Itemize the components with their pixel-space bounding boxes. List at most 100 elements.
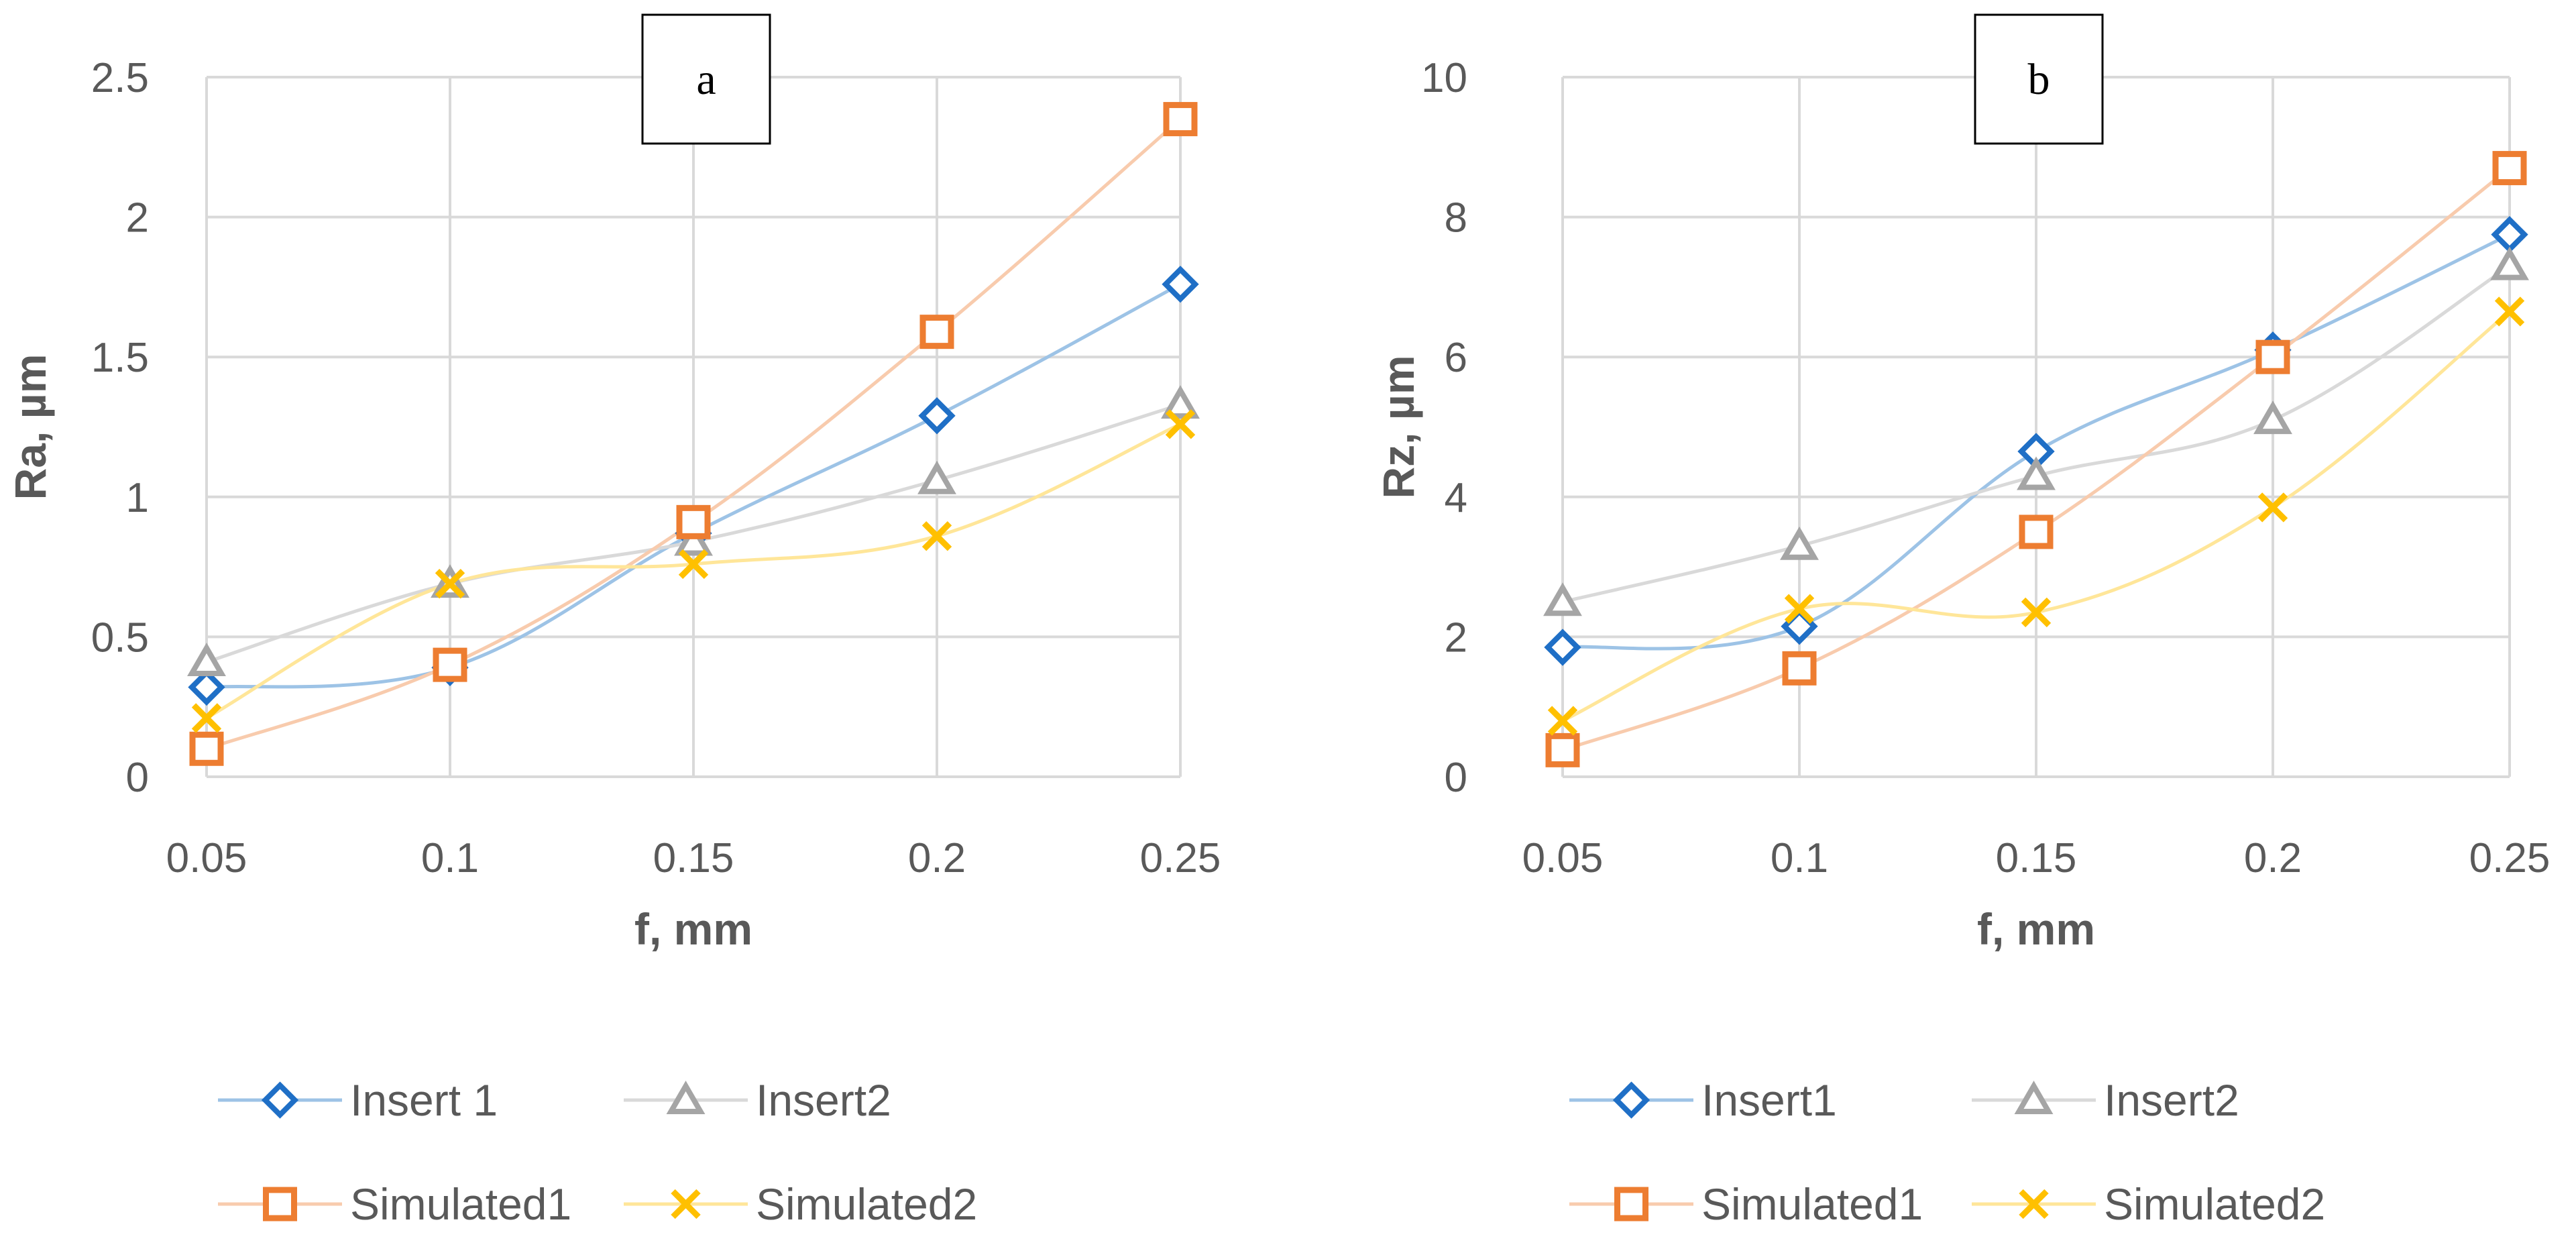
legend-marker — [1612, 1081, 1650, 1119]
legend-marker — [1614, 1187, 1648, 1221]
legend-marker — [671, 1189, 701, 1219]
legend-marker — [261, 1081, 299, 1119]
y-tick-label: 2.5 — [91, 55, 149, 101]
legend-item: Simulated1 — [218, 1179, 571, 1229]
y-axis-title: Rz, µm — [1374, 355, 1423, 498]
data-point — [189, 731, 224, 766]
data-point — [1545, 732, 1580, 767]
legend-label: Insert1 — [1701, 1075, 1837, 1125]
data-point — [674, 522, 713, 556]
legend-item: Insert 1 — [218, 1075, 498, 1125]
data-point — [2017, 456, 2056, 490]
panel-label-box: b — [1974, 13, 2104, 145]
legend: Insert 1 Insert2 Simulated1 Simulated2 — [218, 1075, 977, 1229]
chart-panel-b: 0 2 4 6 8 10 0.05 0.1 0.15 0.2 0.25 f, m… — [1374, 13, 2551, 1229]
data-point — [2255, 339, 2290, 374]
legend-label: Insert2 — [756, 1075, 891, 1125]
data-point — [1162, 266, 1199, 303]
y-tick-label: 0 — [1445, 755, 1467, 801]
x-axis-title: f, mm — [634, 904, 752, 954]
legend-marker — [2019, 1189, 2049, 1219]
y-tick-label: 8 — [1445, 195, 1467, 241]
series-layer — [1543, 151, 2529, 767]
legend-label: Simulated2 — [756, 1179, 977, 1229]
legend: Insert1 Insert2 Simulated1 Simulated2 — [1569, 1075, 2325, 1229]
data-point — [435, 568, 465, 599]
x-tick-label: 0.05 — [1522, 835, 1604, 881]
y-tick-label: 1.5 — [91, 335, 149, 381]
legend-marker — [666, 1081, 706, 1114]
y-tick-labels: 0 0.5 1 1.5 2 2.5 — [91, 55, 149, 801]
x-tick-label: 0.15 — [1996, 835, 2077, 881]
y-tick-label: 1 — [126, 475, 149, 521]
data-point — [2494, 296, 2525, 327]
legend-item: Simulated1 — [1569, 1179, 1923, 1229]
y-tick-label: 4 — [1445, 475, 1467, 521]
legend-label: Insert 1 — [350, 1075, 498, 1125]
data-point — [918, 397, 956, 435]
data-point — [921, 521, 952, 551]
data-point — [2490, 246, 2529, 280]
data-point — [1543, 582, 1582, 616]
x-tick-labels: 0.05 0.1 0.15 0.2 0.25 — [1522, 835, 2551, 881]
x-tick-label: 0.25 — [1140, 835, 1221, 881]
series-layer — [187, 102, 1200, 766]
x-tick-label: 0.05 — [166, 835, 247, 881]
panel-label: a — [696, 55, 716, 104]
x-tick-label: 0.1 — [1771, 835, 1828, 881]
data-point — [2492, 151, 2527, 186]
data-point — [1780, 526, 1819, 560]
data-point — [919, 315, 954, 349]
data-point — [2021, 597, 2052, 628]
legend-item: Insert1 — [1569, 1075, 1837, 1125]
legend-item: Simulated2 — [624, 1179, 977, 1229]
x-tick-labels: 0.05 0.1 0.15 0.2 0.25 — [166, 835, 1221, 881]
y-tick-label: 2 — [126, 195, 149, 241]
legend-label: Simulated1 — [1701, 1179, 1923, 1229]
data-point — [1161, 385, 1200, 419]
data-point — [1547, 706, 1578, 736]
legend-label: Simulated2 — [2104, 1179, 2325, 1229]
panel-label-frame — [641, 13, 771, 145]
data-point — [2257, 492, 2288, 523]
data-point — [2253, 400, 2292, 435]
data-point — [188, 668, 225, 706]
data-point — [2019, 514, 2054, 549]
panel-label-frame — [1974, 13, 2104, 145]
panel-label-box: a — [641, 13, 771, 145]
y-tick-label: 2 — [1445, 614, 1467, 661]
data-point — [1163, 102, 1198, 137]
x-tick-label: 0.2 — [908, 835, 966, 881]
y-tick-label: 10 — [1421, 55, 1467, 101]
legend-marker — [263, 1187, 297, 1221]
legend-label: Simulated1 — [350, 1179, 571, 1229]
x-tick-label: 0.25 — [2469, 835, 2551, 881]
chart-panel-a: 0 0.5 1 1.5 2 2.5 0.05 0.1 0.15 0.2 0.25… — [5, 13, 1221, 1229]
x-tick-label: 0.1 — [421, 835, 479, 881]
legend-item: Insert2 — [1972, 1075, 2239, 1125]
data-point — [1165, 409, 1196, 439]
x-tick-label: 0.15 — [653, 835, 734, 881]
data-point — [191, 703, 222, 733]
data-point — [1544, 629, 1581, 666]
x-tick-label: 0.2 — [2244, 835, 2302, 881]
data-point — [676, 504, 711, 539]
legend-marker — [2014, 1081, 2054, 1114]
y-tick-label: 0.5 — [91, 614, 149, 661]
y-tick-label: 0 — [126, 755, 149, 801]
panel-label: b — [2028, 55, 2050, 104]
legend-item: Simulated2 — [1972, 1179, 2325, 1229]
y-axis-title: Ra, µm — [5, 354, 55, 500]
data-point — [1782, 651, 1817, 686]
x-axis-title: f, mm — [1977, 904, 2095, 954]
data-point — [433, 647, 467, 682]
data-point — [1784, 594, 1815, 624]
gridlines — [205, 76, 1182, 778]
gridlines — [1561, 76, 2511, 778]
data-point — [187, 642, 226, 676]
data-point — [678, 549, 709, 580]
data-point — [2491, 216, 2528, 254]
y-tick-labels: 0 2 4 6 8 10 — [1421, 55, 1467, 801]
legend-item: Insert2 — [624, 1075, 891, 1125]
